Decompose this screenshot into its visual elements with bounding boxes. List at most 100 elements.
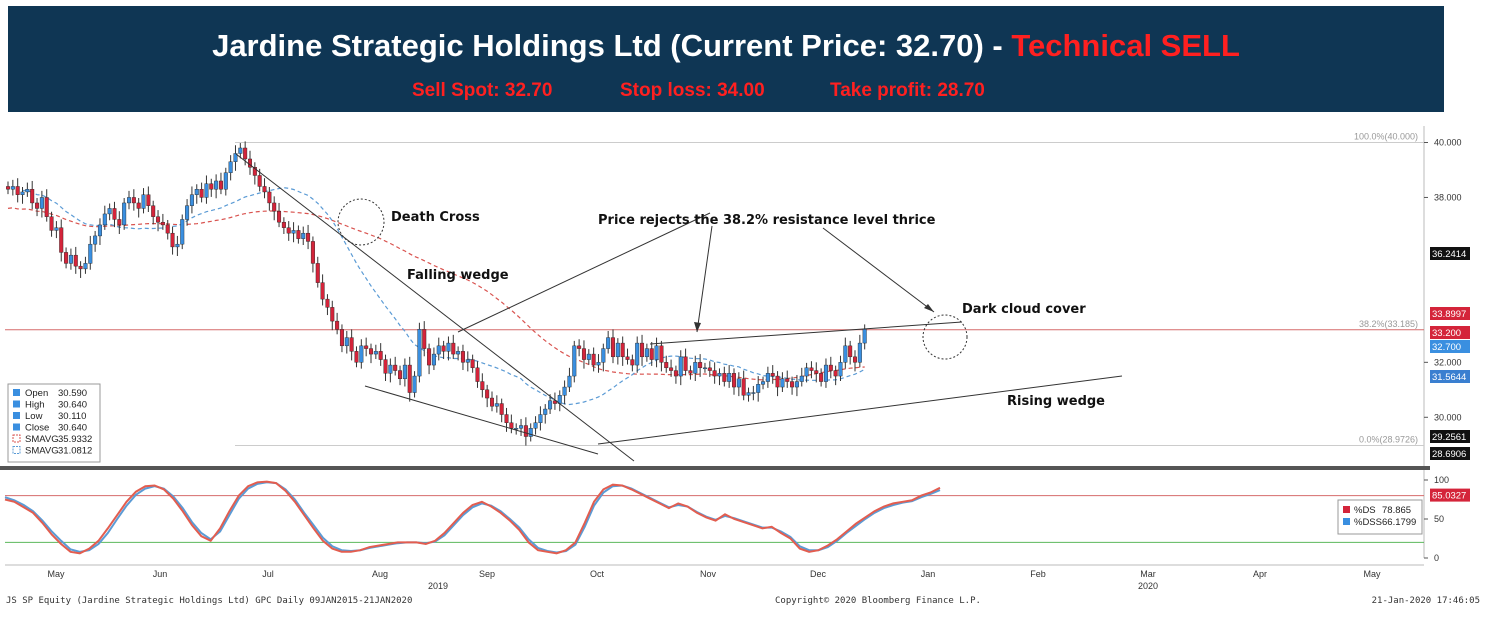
month-label: Aug (372, 569, 388, 579)
candle-body (364, 345, 369, 349)
legend-swatch (12, 446, 21, 454)
candle-body (431, 353, 436, 366)
candle-body (683, 356, 688, 371)
candle-body (528, 428, 533, 437)
candle-body (417, 329, 422, 377)
candle-body (233, 153, 238, 162)
candle-body (373, 351, 378, 355)
candle-body (470, 359, 475, 369)
rejection-label: Price rejects the 38.2% resistance level… (598, 213, 936, 228)
month-label: May (1363, 569, 1381, 579)
legend-label: Open (25, 388, 48, 399)
candle-body (393, 364, 398, 371)
candle-body (698, 362, 703, 369)
footer-left: JS SP Equity (Jardine Strategic Holdings… (6, 596, 412, 606)
take-profit: Take profit: 28.70 (830, 80, 985, 101)
candle-body (199, 189, 204, 198)
osc-legend-value: 78.865 (1382, 505, 1411, 516)
falling-wedge-label: Falling wedge (407, 268, 509, 283)
rising-wedge-lower (597, 375, 1123, 445)
candle-body (664, 362, 669, 369)
candle-body (465, 359, 470, 363)
legend-value: 30.110 (58, 411, 86, 422)
candle-body (112, 208, 117, 220)
candle-body (693, 362, 698, 374)
candle-body (552, 400, 557, 404)
falling-wedge-lower (364, 385, 599, 455)
legend-swatch (13, 400, 20, 408)
osc-tick-label: 50 (1434, 514, 1444, 524)
candle-body (107, 208, 112, 215)
osc-legend-value: 66.1799 (1382, 517, 1416, 528)
candle-body (398, 370, 403, 380)
candle-body (228, 161, 233, 173)
price-badge (1430, 307, 1470, 320)
candle-body (853, 356, 858, 363)
candle-body (252, 167, 257, 176)
osc-legend-name: %DSS (1354, 517, 1382, 528)
candle-body (339, 329, 344, 347)
candle-body (151, 205, 156, 217)
candle-body (30, 189, 35, 204)
candle-body (446, 342, 451, 352)
osc-legend-swatch (1343, 518, 1350, 525)
candle-body (170, 232, 175, 248)
candle-body (562, 386, 567, 396)
candle-body (39, 197, 44, 209)
candle-body (669, 367, 674, 371)
legend-value: 35.9332 (58, 434, 92, 445)
candle-body (209, 183, 214, 190)
banner-title-text: Jardine Strategic Holdings Ltd (Current … (212, 28, 1012, 63)
candle-body (601, 348, 606, 363)
osc-badge-label: 85.0327 (1432, 491, 1466, 502)
price-badge (1430, 447, 1470, 460)
candle-body (25, 189, 30, 193)
candle-body (223, 172, 228, 190)
candle-body (320, 282, 325, 300)
candle-body (422, 329, 427, 349)
grid-lines (0, 126, 1430, 558)
candle-body (538, 414, 543, 423)
candle-body (606, 337, 611, 349)
candle-body (794, 381, 799, 388)
legend-swatch (13, 412, 20, 419)
candle-body (383, 359, 388, 374)
candle-body (44, 197, 49, 217)
candle-body (635, 342, 640, 366)
candle-body (611, 337, 616, 358)
trend-lines (235, 153, 1123, 462)
price-axis: 40.000 38.000 32.000 30.000 36.2414 33.8997 33… (1424, 137, 1470, 460)
candle-body (257, 175, 262, 187)
candle-body (494, 403, 499, 407)
candle-body (751, 392, 756, 394)
candle-body (654, 345, 659, 360)
fib-level-label: 0.0%(28.9726) (1359, 435, 1418, 445)
month-label: Jan (921, 569, 936, 579)
candle-body (301, 232, 306, 239)
candle-body (388, 364, 393, 374)
price-badge-label: 29.2561 (1432, 432, 1466, 443)
candle-body (243, 147, 248, 160)
candle-body (819, 373, 824, 382)
candle-body (456, 351, 461, 355)
trade-levels: Sell Spot: 32.70 Stop loss: 34.00 Take p… (8, 80, 1444, 106)
banner-title: Jardine Strategic Holdings Ltd (Current … (8, 28, 1444, 64)
candle-body (218, 180, 223, 190)
candle-body (519, 425, 524, 429)
signal-text: Technical SELL (1011, 28, 1240, 63)
candle-body (640, 342, 645, 358)
candle-body (378, 351, 383, 360)
candle-body (97, 224, 102, 237)
candle-body (548, 400, 553, 410)
candle-body (712, 370, 717, 377)
rejection-arrow-2 (696, 225, 713, 333)
candle-body (325, 298, 330, 308)
year-label: 2019 (428, 581, 448, 591)
legend-value: 31.0812 (58, 446, 92, 457)
candle-body (49, 216, 54, 231)
candle-body (330, 307, 335, 322)
candle-body (272, 202, 277, 212)
candle-body (175, 243, 180, 248)
candle-body (615, 342, 620, 358)
candle-body (73, 254, 78, 267)
